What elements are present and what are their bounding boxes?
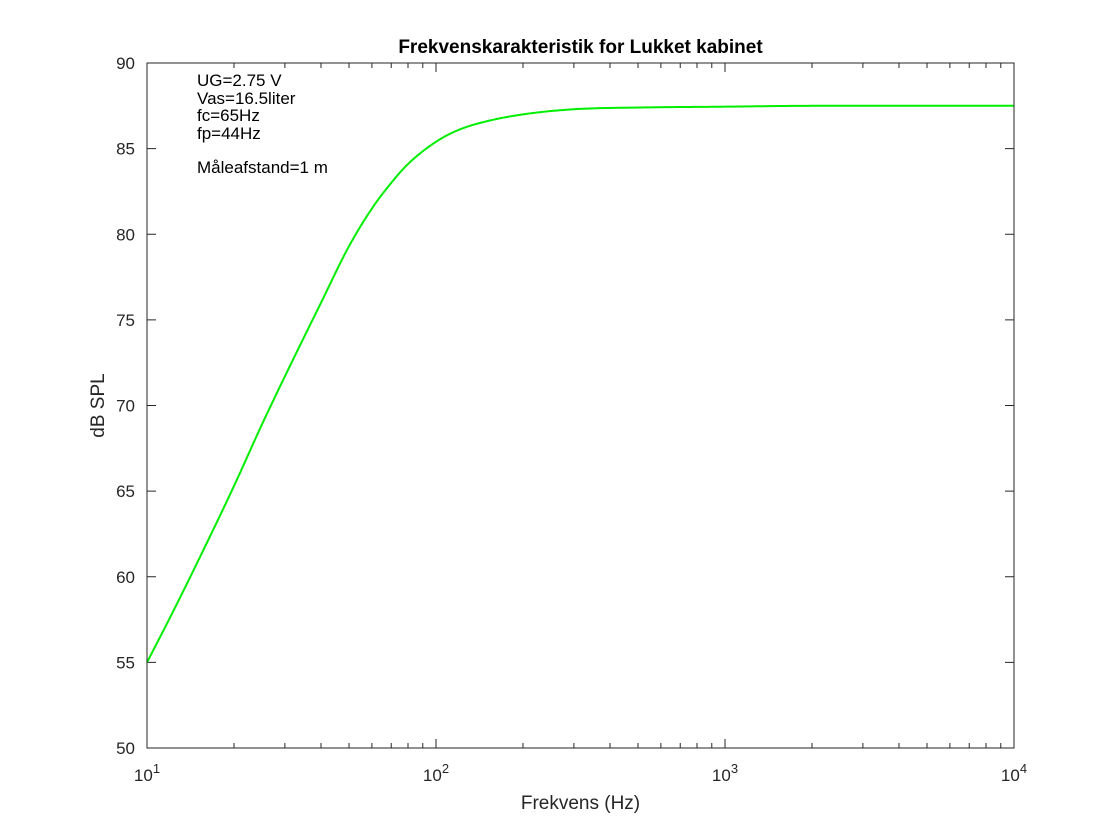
annotation-distance: Måleafstand=1 m bbox=[197, 158, 328, 177]
y-tick-label: 85 bbox=[116, 140, 135, 159]
annotation-fp: fp=44Hz bbox=[197, 124, 261, 143]
series-layer bbox=[146, 104, 1014, 663]
y-axis-label: dB SPL bbox=[88, 373, 109, 437]
x-axis-label: Frekvens (Hz) bbox=[521, 793, 640, 814]
x-tick-label: 104 bbox=[1001, 761, 1027, 785]
x-tick-label: 101 bbox=[134, 761, 160, 785]
series-line bbox=[146, 104, 1014, 663]
minor-ticks bbox=[233, 63, 1002, 748]
y-tick-label: 50 bbox=[116, 739, 135, 758]
y-tick-label: 55 bbox=[116, 653, 135, 672]
y-tick-label: 75 bbox=[116, 311, 135, 330]
annotation-ug: UG=2.75 V bbox=[197, 71, 282, 90]
y-tick-label: 60 bbox=[116, 568, 135, 587]
x-tick-label: 103 bbox=[712, 761, 738, 785]
annotation-block: UG=2.75 V Vas=16.5liter fc=65Hz fp=44Hz … bbox=[197, 71, 328, 177]
y-tick-label: 80 bbox=[116, 225, 135, 244]
y-tick-label: 90 bbox=[116, 54, 135, 73]
annotation-fc: fc=65Hz bbox=[197, 106, 260, 125]
tick-labels: 101 102 103 104 50 55 60 65 70 75 80 85 90 bbox=[116, 54, 1027, 785]
x-tick-label: 102 bbox=[423, 761, 449, 785]
chart-title: Frekvenskarakteristik for Lukket kabinet bbox=[398, 37, 763, 58]
y-tick-label: 65 bbox=[116, 482, 135, 501]
y-tick-label: 70 bbox=[116, 397, 135, 416]
axes-box bbox=[146, 62, 1015, 749]
plot-area bbox=[147, 63, 1014, 748]
annotation-vas: Vas=16.5liter bbox=[197, 89, 296, 108]
